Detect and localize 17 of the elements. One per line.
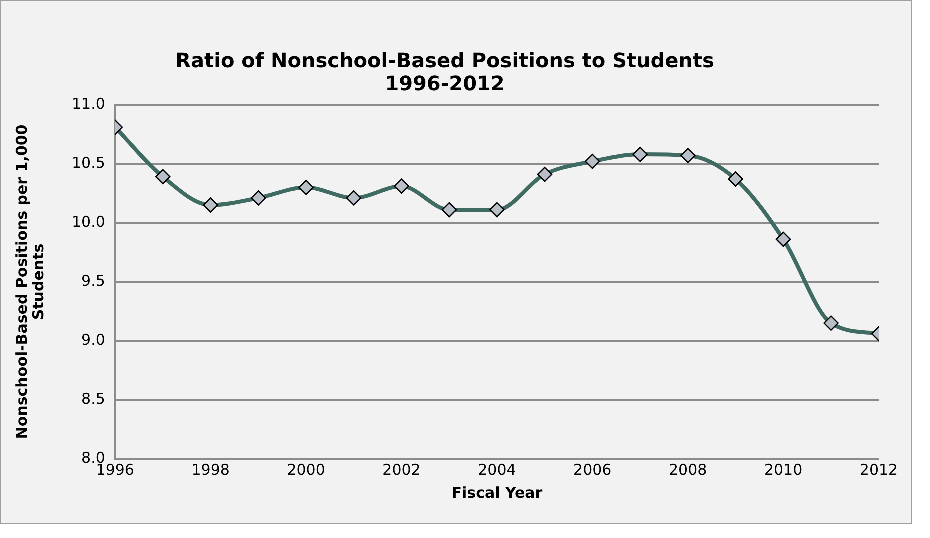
x-tick-label: 1998 [192, 460, 230, 479]
x-tick-label: 2004 [478, 460, 516, 479]
chart-title: Ratio of Nonschool-Based Positions to Students 1996-2012 [176, 48, 714, 96]
x-axis-title: Fiscal Year [452, 484, 544, 502]
y-tick-label: 9.5 [82, 272, 106, 290]
y-tick-label: 8.5 [82, 390, 106, 408]
x-tick-label: 2012 [860, 460, 898, 479]
x-tick-label: 2000 [287, 460, 326, 479]
y-tick-label: 10.5 [72, 154, 106, 172]
y-tick-label: 10.0 [72, 212, 106, 231]
x-tick-label: 2010 [764, 460, 803, 479]
y-tick-label: 11.0 [72, 94, 106, 113]
x-tick-label: 2006 [574, 460, 612, 479]
x-tick-label: 2008 [669, 460, 708, 479]
y-tick-label: 9.0 [82, 330, 106, 349]
x-tick-label: 2002 [382, 460, 421, 479]
y-axis-title: Nonschool-Based Positions per 1,000 Students [13, 124, 48, 440]
